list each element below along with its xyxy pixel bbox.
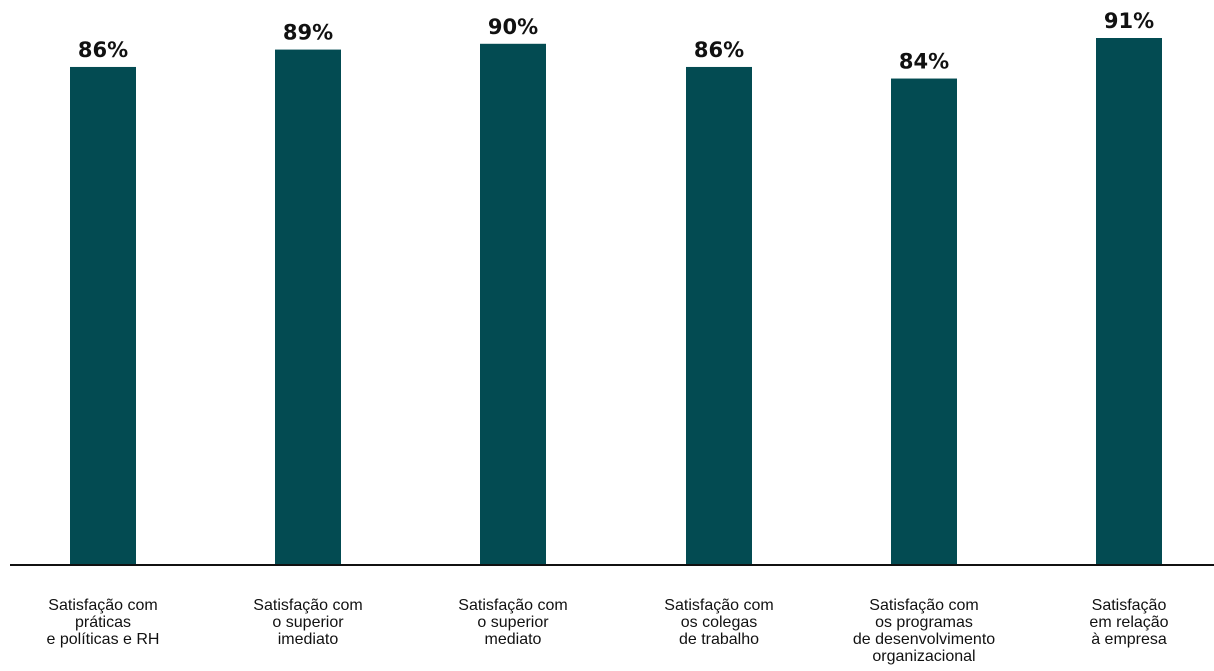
category-label-line: à empresa bbox=[1091, 631, 1167, 648]
bar-value-label-6: 91% bbox=[1104, 9, 1154, 33]
category-label-line: imediato bbox=[278, 631, 339, 648]
category-label-line: em relação bbox=[1089, 614, 1168, 631]
category-label-line: Satisfação com bbox=[458, 597, 567, 614]
bar-1 bbox=[70, 66, 136, 565]
category-label-line: o superior bbox=[477, 614, 549, 631]
bar-value-label-4: 86% bbox=[694, 38, 744, 62]
bar-value-label-5: 84% bbox=[899, 50, 949, 74]
bars-group bbox=[70, 38, 1162, 566]
category-label-2: Satisfação com o superior imediato bbox=[253, 597, 362, 648]
bar-5 bbox=[891, 78, 957, 566]
category-label-line: organizacional bbox=[872, 648, 975, 665]
category-label-line: o superior bbox=[272, 614, 344, 631]
category-label-line: mediato bbox=[485, 631, 542, 648]
category-label-line: os colegas bbox=[681, 614, 758, 631]
category-label-line: Satisfação bbox=[1092, 597, 1167, 614]
bar-value-label-2: 89% bbox=[283, 21, 333, 45]
category-label-line: práticas bbox=[75, 614, 131, 631]
category-label-line: Satisfação com bbox=[253, 597, 362, 614]
category-label-1: Satisfação com práticas e políticas e RH bbox=[47, 597, 160, 648]
category-label-line: Satisfação com bbox=[664, 597, 773, 614]
bar-2 bbox=[275, 49, 341, 566]
category-label-6: Satisfação em relação à empresa bbox=[1089, 597, 1168, 648]
bar-3 bbox=[480, 43, 546, 566]
category-labels-group: Satisfação com práticas e políticas e RHSa… bbox=[47, 597, 1169, 665]
category-label-line: de desenvolvimento bbox=[853, 631, 995, 648]
category-label-5: Satisfação com os programas de desenvolvim… bbox=[853, 597, 995, 665]
bar-6 bbox=[1096, 38, 1162, 565]
value-labels-group: 86% 89% 90% 86% 84% 91% bbox=[78, 9, 1154, 74]
category-label-line: Satisfação com bbox=[48, 597, 157, 614]
category-label-line: os programas bbox=[875, 614, 973, 631]
bar-4 bbox=[686, 66, 752, 565]
category-label-line: Satisfação com bbox=[869, 597, 978, 614]
bar-value-label-3: 90% bbox=[488, 15, 538, 39]
category-label-line: e políticas e RH bbox=[47, 631, 160, 648]
category-label-4: Satisfação com os colegas de trabalho bbox=[664, 597, 773, 648]
category-label-line: de trabalho bbox=[679, 631, 759, 648]
bar-value-label-1: 86% bbox=[78, 38, 128, 62]
category-label-3: Satisfação com o superior mediato bbox=[458, 597, 567, 648]
